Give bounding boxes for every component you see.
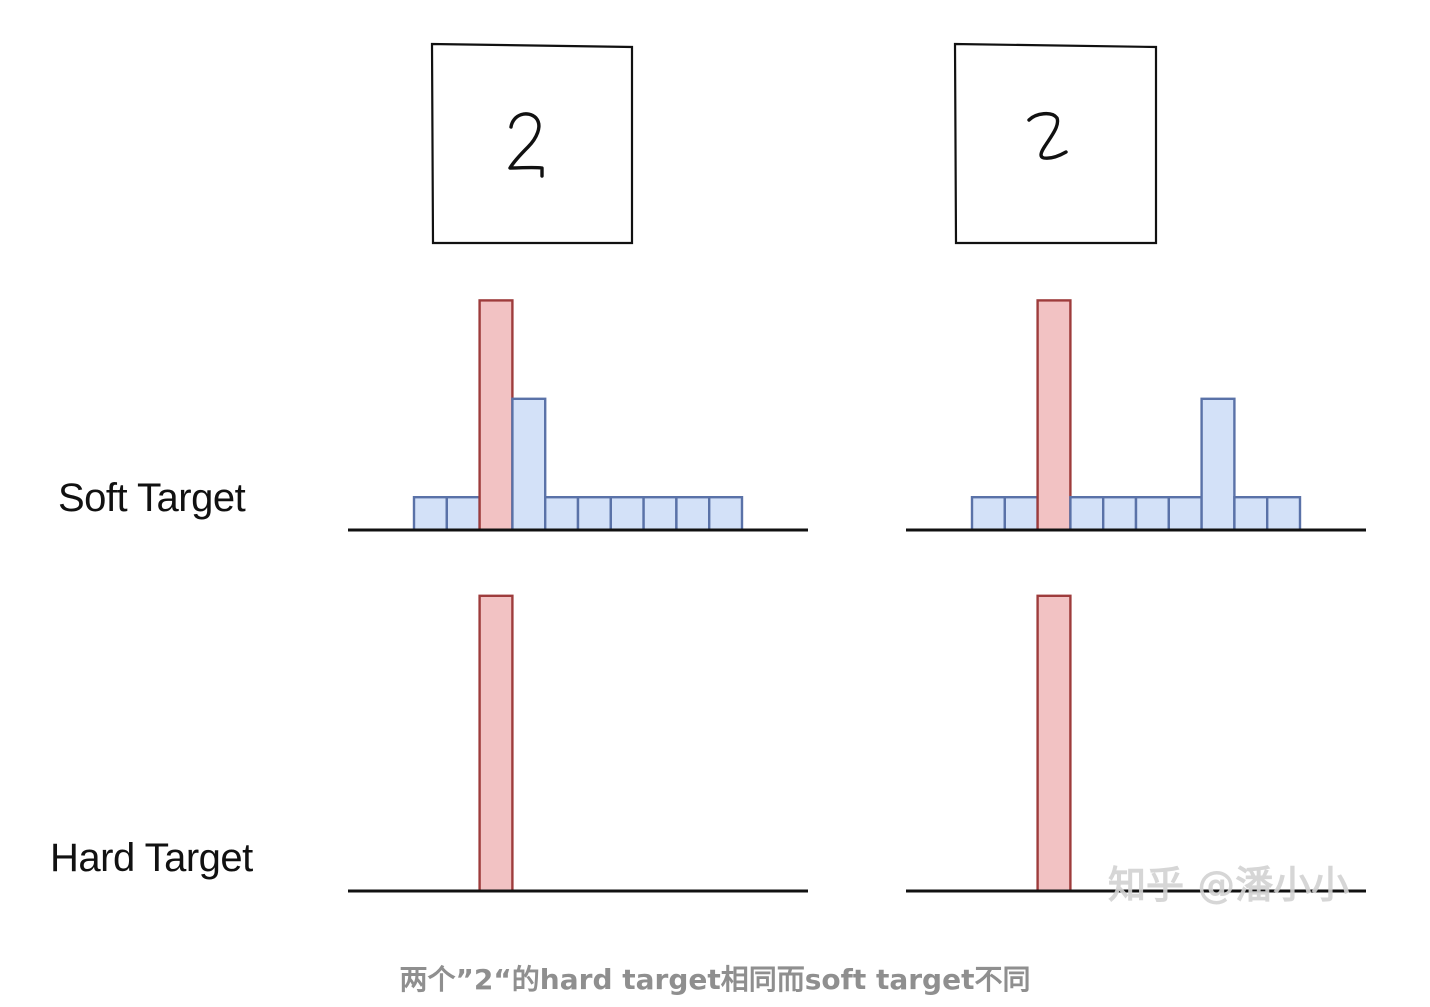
bar-soft-left-0 xyxy=(412,496,448,532)
digit-box-right xyxy=(953,42,1158,245)
bar-hard-right-2 xyxy=(1036,594,1072,893)
bar-chart-soft-left xyxy=(412,299,744,532)
hard-target-label: Hard Target xyxy=(50,836,253,880)
bar-soft-right-7 xyxy=(1200,397,1236,532)
bar-soft-left-9 xyxy=(708,496,744,532)
bar-soft-left-5 xyxy=(576,496,612,532)
bar-chart-hard-left xyxy=(478,594,514,893)
bar-soft-right-1 xyxy=(1003,496,1039,532)
bar-soft-left-8 xyxy=(675,496,711,532)
bar-soft-right-0 xyxy=(970,496,1006,532)
bar-soft-left-1 xyxy=(445,496,481,532)
bar-chart-hard-right xyxy=(1036,594,1072,893)
figure-caption: 两个”2“的hard target相同而soft target不同 xyxy=(399,963,1031,996)
bar-soft-left-7 xyxy=(642,496,678,532)
digit-image-right xyxy=(953,42,1158,245)
bar-soft-right-5 xyxy=(1134,496,1170,532)
bar-hard-left-2 xyxy=(478,594,514,893)
bar-chart-soft-right xyxy=(970,299,1302,532)
bar-soft-right-2 xyxy=(1036,299,1072,532)
zhihu-watermark: 知乎 @潘小小 xyxy=(1108,863,1350,907)
bar-soft-left-4 xyxy=(544,496,580,532)
soft-target-label: Soft Target xyxy=(58,476,246,520)
bar-soft-right-6 xyxy=(1167,496,1203,532)
bar-soft-right-9 xyxy=(1265,496,1302,532)
bar-soft-right-8 xyxy=(1233,496,1269,532)
bar-soft-left-3 xyxy=(511,397,547,532)
bar-charts xyxy=(412,299,1302,893)
bar-soft-right-4 xyxy=(1101,496,1138,532)
bar-soft-left-6 xyxy=(609,496,645,532)
bar-soft-right-3 xyxy=(1069,496,1105,532)
handwritten-digit-two-right xyxy=(1027,112,1068,160)
bar-soft-left-2 xyxy=(478,299,514,532)
handwritten-digit-two-left xyxy=(508,112,544,178)
digit-image-left xyxy=(430,42,634,245)
